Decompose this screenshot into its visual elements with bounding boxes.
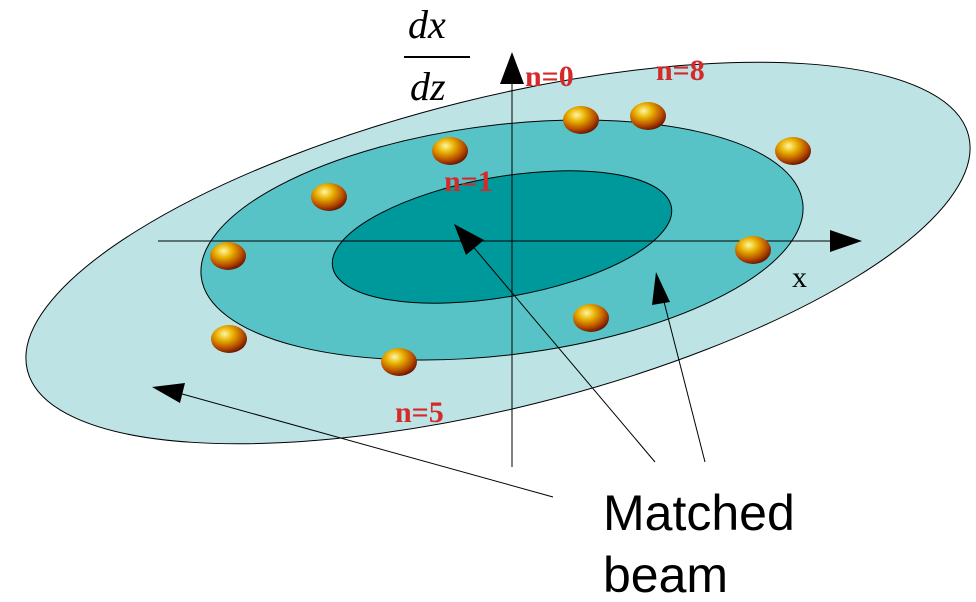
y-axis-arrowhead: [500, 52, 524, 84]
particle: [211, 325, 247, 353]
particles: [210, 102, 811, 376]
y-axis-label-denominator: dz: [410, 64, 446, 109]
turn-label-n0: n=0: [525, 60, 574, 93]
particle: [735, 236, 771, 264]
turn-label-n5: n=5: [395, 396, 444, 429]
pointer-line-outer: [174, 391, 554, 498]
particle: [210, 242, 246, 270]
annotation-line2: beam: [603, 547, 728, 602]
x-axis-label: x: [792, 261, 807, 294]
particle: [775, 137, 811, 165]
pointer-line-inner: [469, 242, 656, 463]
annotation-line1: Matched: [603, 485, 795, 541]
pointer-arrowhead-middle: [652, 272, 670, 305]
pointer-arrowhead-outer: [152, 383, 185, 403]
particle: [432, 137, 468, 165]
y-axis-label-numerator: dx: [408, 2, 446, 47]
turn-label-n1: n=1: [444, 165, 493, 198]
particle: [381, 348, 417, 376]
turn-label-n8: n=8: [656, 54, 705, 87]
particle: [573, 304, 609, 332]
particle: [563, 106, 599, 134]
particle: [630, 102, 666, 130]
matched-beam-pointers: [152, 224, 706, 498]
pointer-arrowhead-inner: [454, 224, 484, 255]
particle: [311, 183, 347, 211]
pointer-line-middle: [660, 289, 706, 463]
x-axis-arrowhead: [830, 230, 862, 252]
